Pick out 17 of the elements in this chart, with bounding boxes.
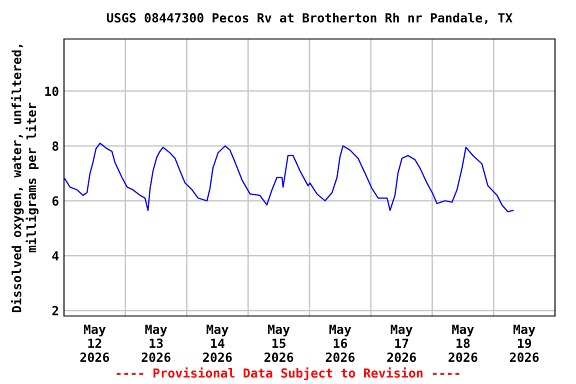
- x-tick-label: May 18 2026: [448, 324, 478, 362]
- line-series: [64, 142, 514, 212]
- y-tick-label: 2: [52, 306, 58, 316]
- y-tick-label: 10: [45, 86, 58, 96]
- x-tick-label: May 19 2026: [510, 324, 539, 362]
- text: ---- Provisional Data Subject to Revision ----: [116, 367, 460, 380]
- x-tick-label: May 17 2026: [387, 324, 416, 362]
- y-tick-label: 6: [52, 196, 58, 206]
- y-tick-label: 8: [52, 141, 58, 151]
- chart-title: USGS 08447300 Pecos Rv at Brotherton Rh nr Pandale, TX: [106, 12, 513, 24]
- x-tick-label: May 15 2026: [264, 324, 294, 362]
- y-axis-title: Dissolved oxygen, water, unfiltered, milligrams per liter: [10, 44, 39, 312]
- x-tick-label: May 16 2026: [326, 324, 355, 362]
- x-tick-label: May 12 2026: [80, 324, 110, 362]
- x-tick-label: May 14 2026: [203, 324, 232, 362]
- y-tick-label: 4: [52, 251, 59, 260]
- x-tick-label: May 13 2026: [142, 324, 170, 362]
